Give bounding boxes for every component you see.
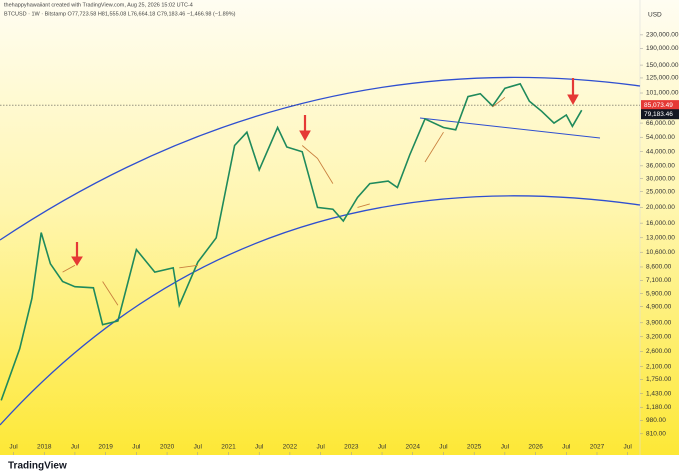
y-tick-label: 20,000.00: [646, 204, 675, 211]
y-tick-label: 2,100.00: [646, 363, 672, 370]
x-tick-label: Jul: [378, 444, 387, 451]
y-tick-label: 810.00: [646, 431, 666, 438]
y-tick-label: 16,000.00: [646, 220, 675, 227]
header-line: thehappyhawaiiant created with TradingVi…: [4, 2, 193, 8]
x-tick-label: Jul: [9, 444, 18, 451]
y-tick-label: 7,100.00: [646, 277, 672, 284]
x-tick-label: Jul: [562, 444, 571, 451]
x-tick-label: 2022: [283, 444, 298, 451]
y-tick-label: 30,000.00: [646, 175, 675, 182]
x-tick-label: 2025: [467, 444, 482, 451]
y-tick-label: 101,000.00: [646, 90, 679, 97]
x-tick-label: 2026: [528, 444, 543, 451]
price-line-label: 85,073.49: [644, 102, 673, 109]
arrows: [71, 78, 579, 266]
y-tick-label: 1,180.00: [646, 404, 672, 411]
x-tick-label: Jul: [439, 444, 448, 451]
y-tick-label: 150,000.00: [646, 62, 679, 69]
y-tick-label: 25,000.00: [646, 188, 675, 195]
y-tick-label: 4,900.00: [646, 303, 672, 310]
currency: USD: [648, 12, 662, 19]
x-tick-label: 2024: [406, 444, 421, 451]
series-line: [0, 82, 583, 401]
x-tick-label: 2018: [37, 444, 52, 451]
y-tick-label: 980.00: [646, 417, 666, 424]
y-tick-label: 5,900.00: [646, 290, 672, 297]
header-line: BTCUSD · 1W · Bitstamp O77,723.58 H81,55…: [4, 11, 236, 17]
y-tick-label: 54,000.00: [646, 134, 675, 141]
x-tick-label: Jul: [71, 444, 80, 451]
x-tick-label: 2020: [160, 444, 175, 451]
y-tick-label: 3,200.00: [646, 334, 672, 341]
y-tick-label: 66,000.00: [646, 120, 675, 127]
last-price-tag: [641, 109, 679, 120]
y-tick-label: 36,000.00: [646, 163, 675, 170]
y-tick-label: 8,600.00: [646, 264, 672, 271]
y-tick-label: 3,900.00: [646, 320, 672, 327]
x-tick-label: 2027: [590, 444, 605, 451]
footer: [0, 455, 679, 476]
y-tick-label: 190,000.00: [646, 45, 679, 52]
x-tick-label: Jul: [316, 444, 325, 451]
background: [0, 0, 679, 455]
y-tick-label: 13,000.00: [646, 235, 675, 242]
x-tick-label: 2023: [344, 444, 359, 451]
x-tick-label: Jul: [255, 444, 264, 451]
price-line-tag: [641, 100, 679, 111]
y-tick-label: 44,000.00: [646, 148, 675, 155]
lower-channel: [0, 195, 641, 426]
upper-channel: [0, 76, 641, 241]
y-tick-label: 1,750.00: [646, 376, 672, 383]
x-tick-label: Jul: [624, 444, 633, 451]
trend-line: [419, 117, 601, 139]
y-tick-label: 230,000.00: [646, 32, 679, 39]
last-price-label: 79,183.46: [644, 111, 673, 118]
x-tick-label: 2019: [98, 444, 113, 451]
x-tick-label: Jul: [194, 444, 203, 451]
y-tick-label: 10,600.00: [646, 249, 675, 256]
y-tick-label: 2,600.00: [646, 348, 672, 355]
y-tick-label: 125,000.00: [646, 75, 679, 82]
x-tick-label: 2021: [221, 444, 236, 451]
x-tick-label: Jul: [132, 444, 141, 451]
y-tick-label: 1,430.00: [646, 390, 672, 397]
brand: TradingView: [8, 461, 67, 472]
x-tick-label: Jul: [501, 444, 510, 451]
